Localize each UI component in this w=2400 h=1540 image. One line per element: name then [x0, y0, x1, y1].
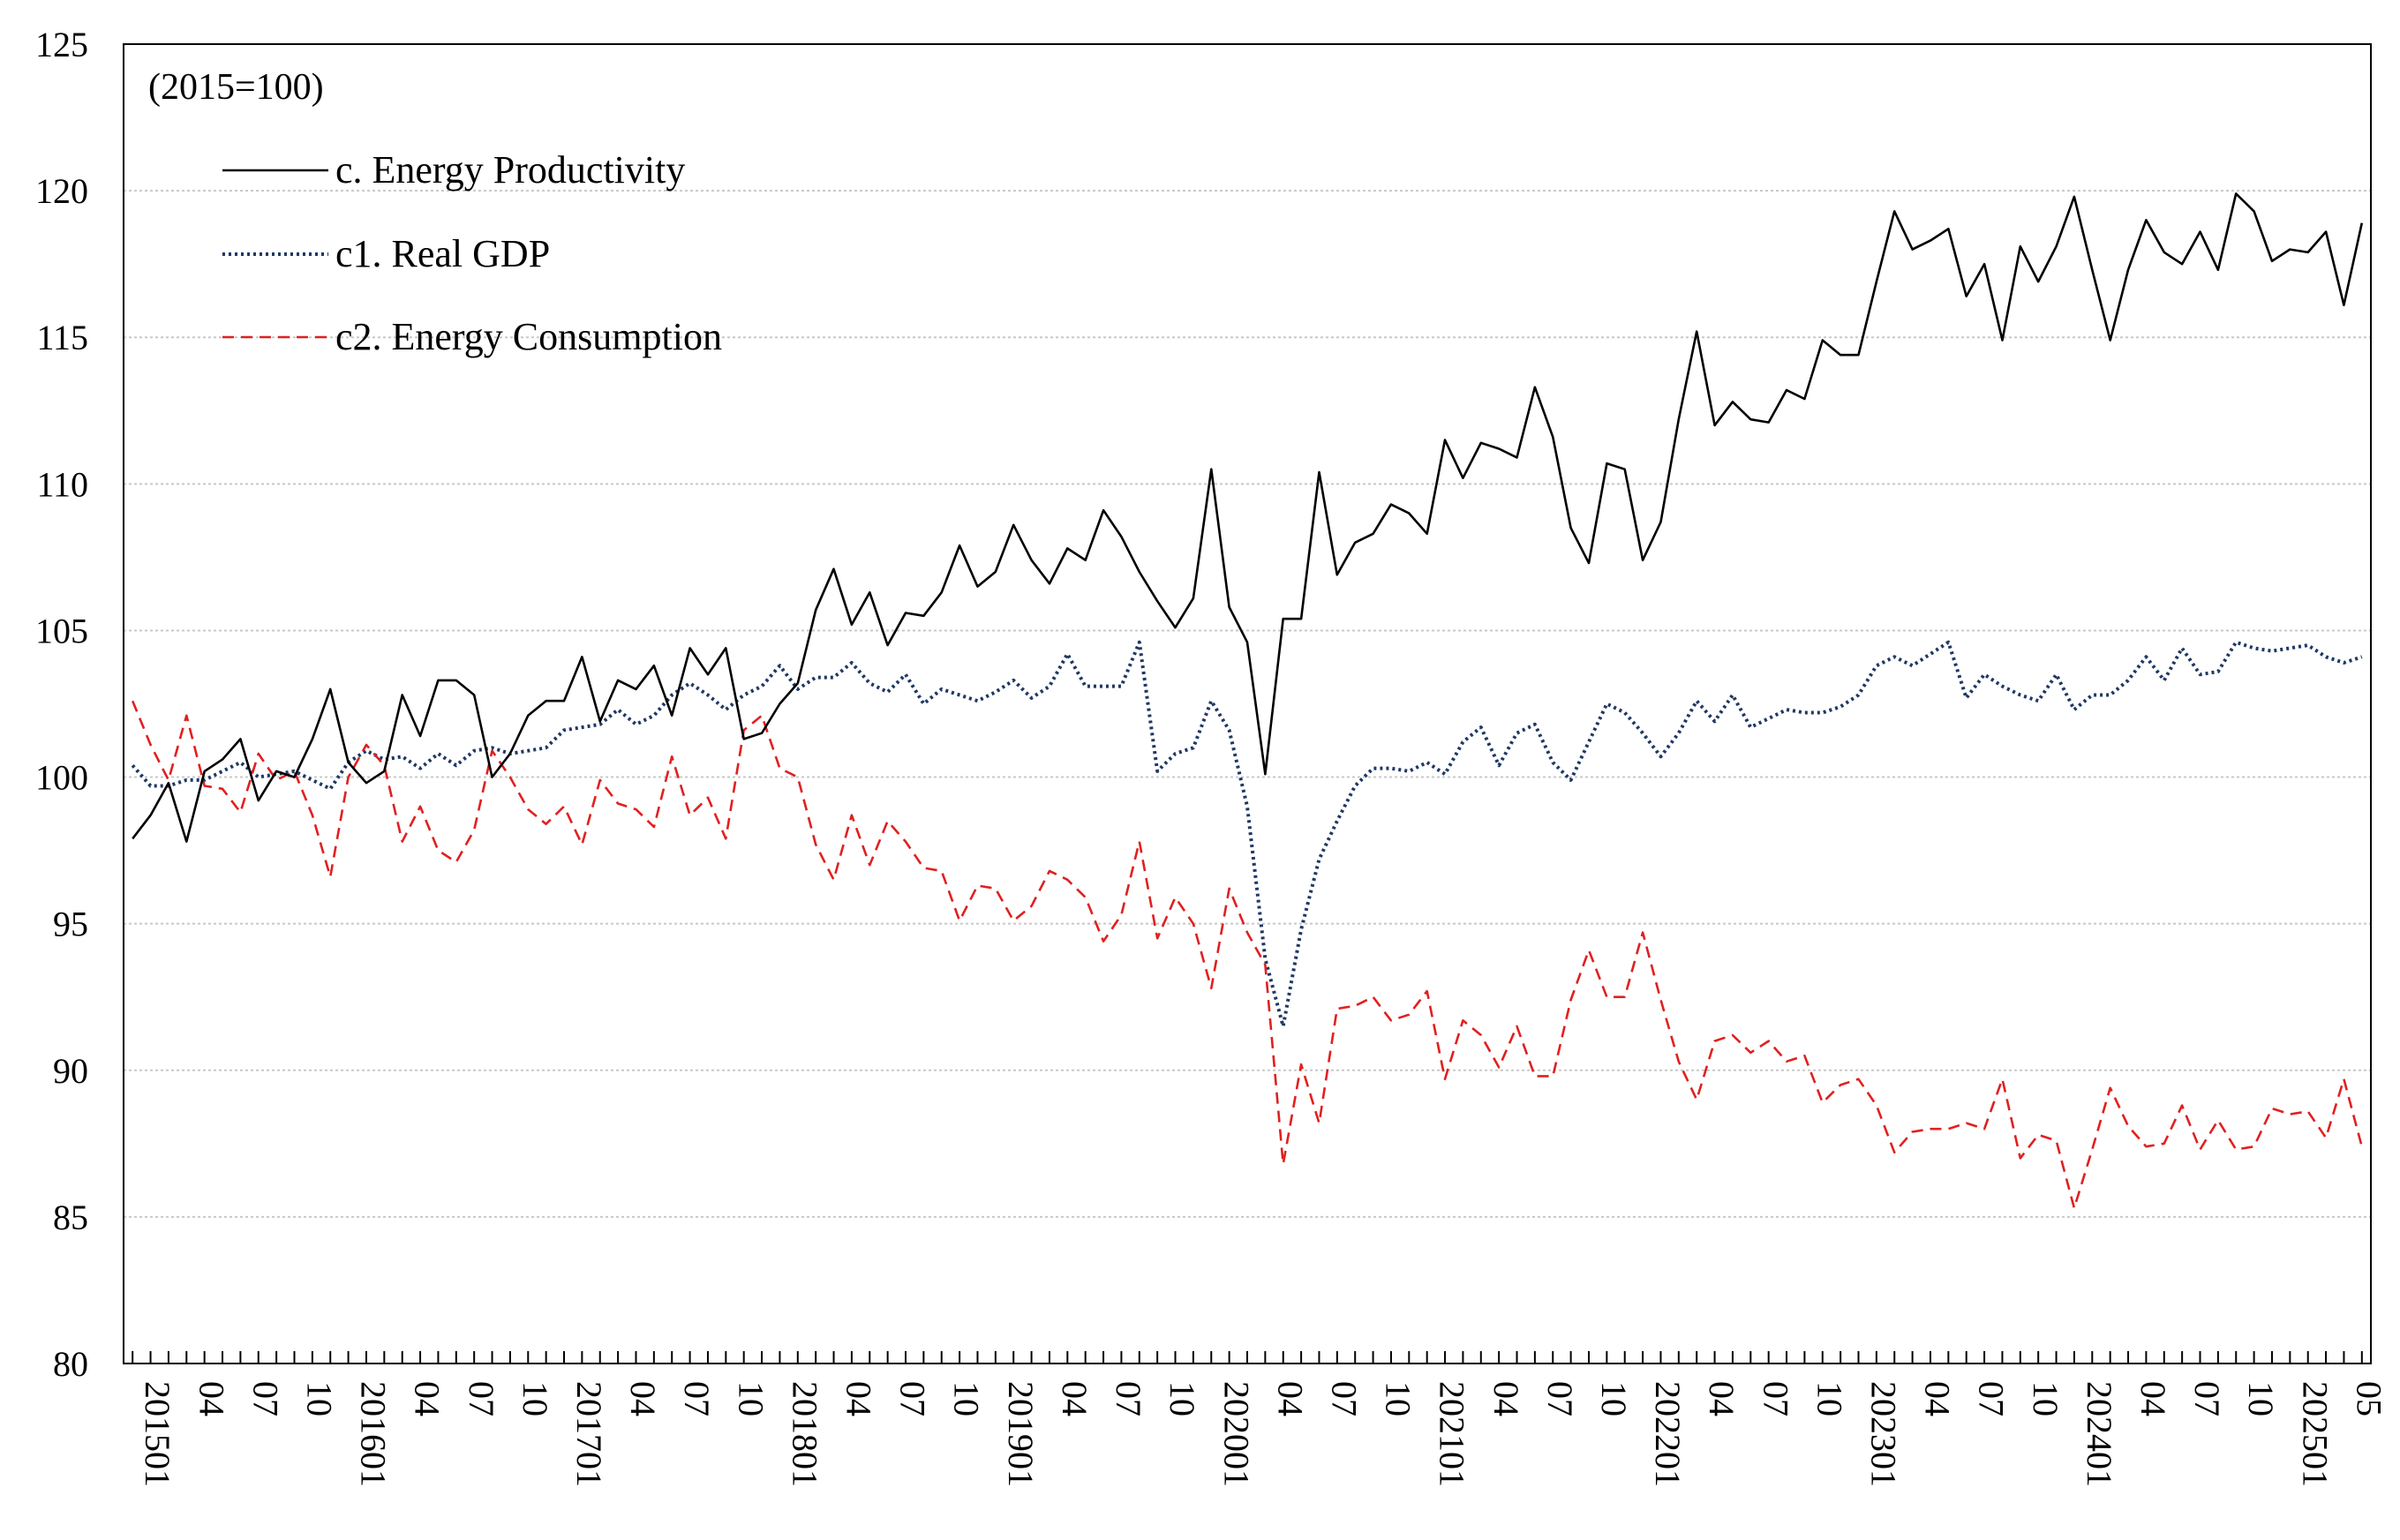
x-tick-label: 10	[1809, 1381, 1849, 1416]
chart-subtitle: (2015=100)	[148, 67, 324, 108]
x-tick-label: 04	[408, 1381, 448, 1416]
x-tick-label: 07	[2187, 1381, 2227, 1416]
x-axis: 201501 04 07 10 201601 04 07 10 201701 04 07 10 2018…	[132, 1351, 2389, 1487]
x-tick-label: 201701	[569, 1381, 609, 1487]
x-tick-label: 04	[839, 1381, 879, 1416]
y-tick-label: 115	[36, 318, 88, 357]
x-tick-label: 10	[515, 1381, 555, 1416]
x-tick-label: 07	[462, 1381, 501, 1416]
x-tick-label: 10	[1162, 1381, 1202, 1416]
legend-label-1: c1. Real GDP	[335, 232, 550, 275]
x-tick-label: 10	[1594, 1381, 1634, 1416]
y-tick-label: 95	[53, 905, 88, 944]
x-tick-label: 10	[1379, 1381, 1418, 1416]
x-tick-label: 202501	[2295, 1381, 2335, 1487]
series-line-1	[131, 640, 2363, 1028]
x-tick-label: 07	[677, 1381, 717, 1416]
legend-label-0: c. Energy Productivity	[335, 148, 685, 192]
series-lines	[131, 192, 2364, 1210]
x-tick-label: 201601	[354, 1381, 394, 1487]
x-tick-label: 04	[1486, 1381, 1526, 1416]
x-tick-label: 07	[1540, 1381, 1580, 1416]
y-tick-label: 100	[35, 758, 88, 798]
x-tick-label: 202401	[2080, 1381, 2119, 1487]
x-tick-label: 201901	[1001, 1381, 1041, 1487]
y-tick-label: 125	[35, 25, 88, 64]
x-tick-label: 201801	[785, 1381, 824, 1487]
x-tick-label: 07	[1756, 1381, 1795, 1416]
y-tick-label: 90	[53, 1051, 88, 1091]
y-tick-label: 85	[53, 1198, 88, 1237]
x-tick-label: 04	[1702, 1381, 1742, 1416]
x-tick-label: 04	[1918, 1381, 1958, 1416]
x-tick-label: 04	[623, 1381, 663, 1416]
y-tick-label: 105	[35, 611, 88, 650]
x-tick-label: 10	[731, 1381, 771, 1416]
gridlines	[124, 190, 2371, 1218]
x-tick-label: 04	[192, 1381, 231, 1416]
x-tick-label: 07	[893, 1381, 933, 1416]
legend: c. Energy Productivity c1. Real GDP c2. En…	[222, 148, 722, 358]
x-tick-label: 07	[245, 1381, 285, 1416]
x-tick-label: 07	[1109, 1381, 1148, 1416]
x-tick-label: 10	[2241, 1381, 2281, 1416]
y-tick-label: 120	[35, 171, 88, 211]
series-line-2	[131, 700, 2364, 1210]
x-tick-label: 10	[299, 1381, 339, 1416]
x-tick-label: 202001	[1216, 1381, 1256, 1487]
x-tick-label: 05	[2349, 1381, 2389, 1416]
x-tick-label: 04	[1270, 1381, 1310, 1416]
y-tick-label: 80	[53, 1344, 88, 1384]
x-tick-label: 10	[947, 1381, 987, 1416]
x-tick-label: 202101	[1433, 1381, 1472, 1487]
x-tick-label: 10	[2026, 1381, 2065, 1416]
y-axis: 80 85 90 95 100 105 110 115 120 125	[35, 25, 88, 1384]
x-tick-label: 201501	[138, 1381, 177, 1487]
series-line-0	[132, 192, 2364, 843]
x-tick-label: 202301	[1864, 1381, 1904, 1487]
y-tick-label: 110	[36, 464, 88, 504]
x-tick-label: 202201	[1648, 1381, 1688, 1487]
x-tick-label: 04	[2133, 1381, 2173, 1416]
x-tick-label: 07	[1324, 1381, 1364, 1416]
legend-label-2: c2. Energy Consumption	[335, 315, 722, 358]
x-tick-label: 07	[1972, 1381, 2012, 1416]
x-tick-label: 04	[1055, 1381, 1095, 1416]
